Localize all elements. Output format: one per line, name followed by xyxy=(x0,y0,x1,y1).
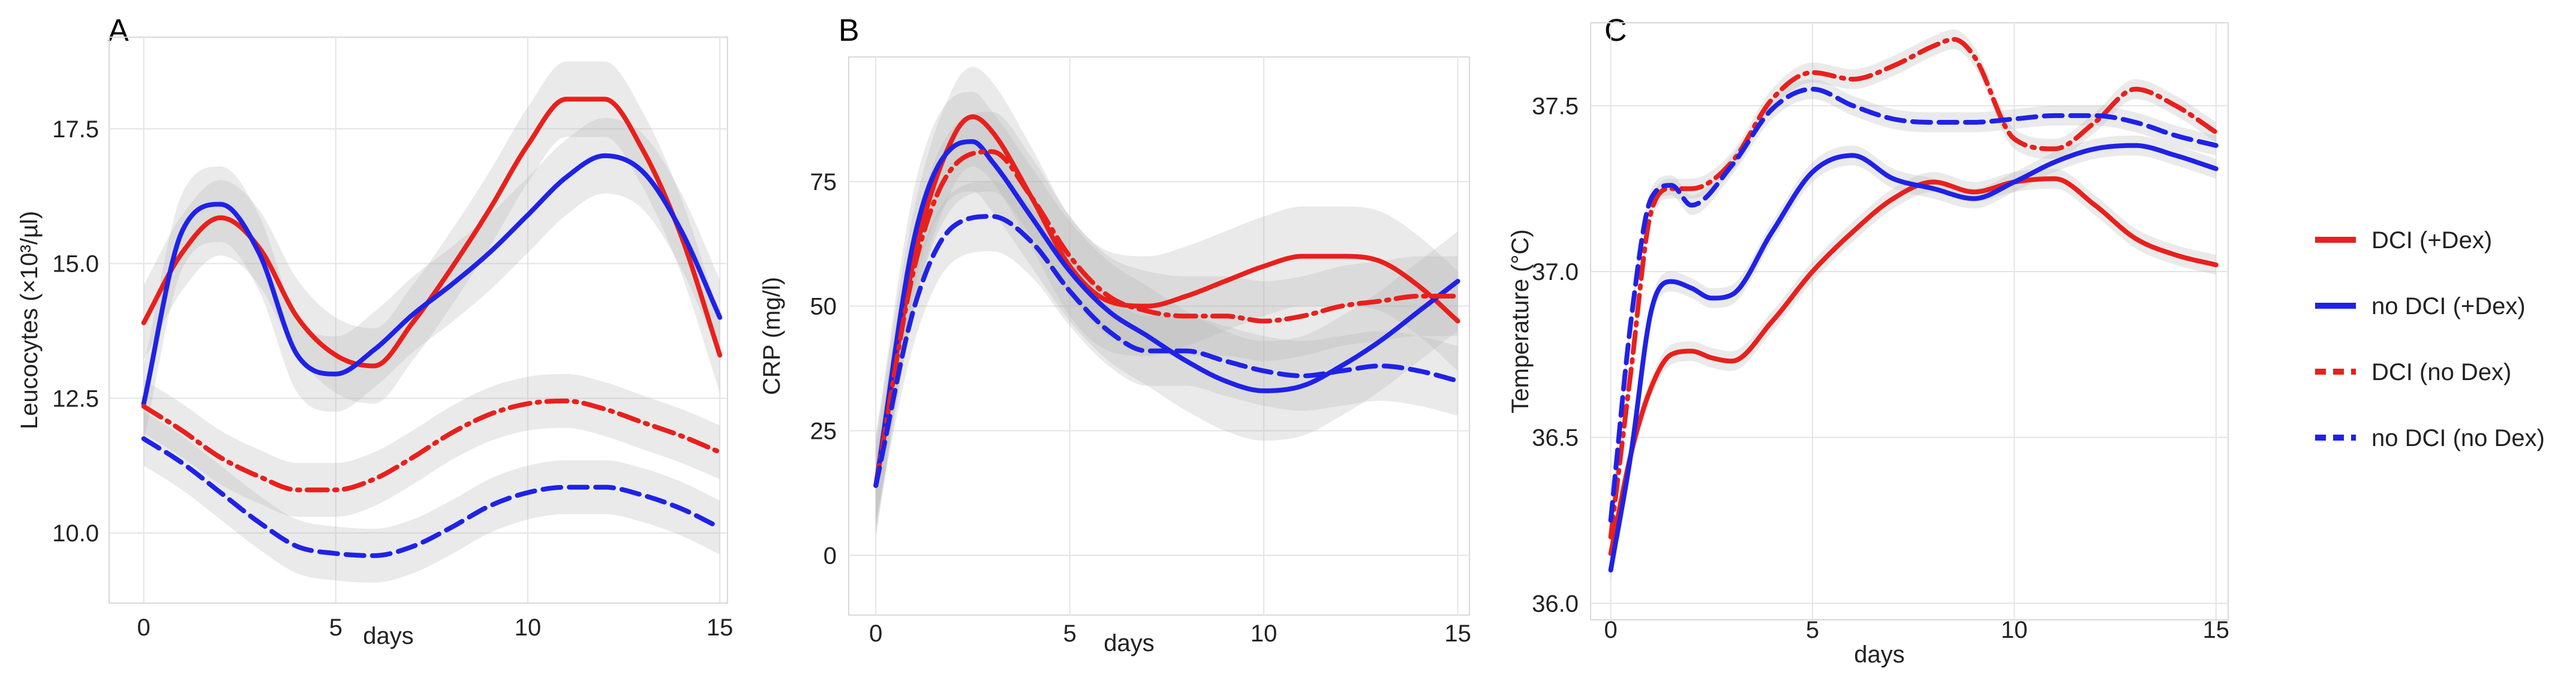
panel-c-ytick-3: 37.5 xyxy=(1532,93,1579,119)
panel-c-lines xyxy=(1608,37,2219,572)
panel-b-ytick-1: 25 xyxy=(810,418,837,444)
panel-a-band-no-dci-dex xyxy=(143,117,720,442)
panel-b-line-no-dci-no-dex xyxy=(873,214,1460,488)
panel-c-line-no-dci-dex xyxy=(1608,143,2219,572)
panel-a-line-dci-no-dex xyxy=(141,398,723,493)
panel-c-frame xyxy=(1590,22,2229,620)
panel-a-ytick-1: 12.5 xyxy=(52,385,99,412)
panel-c: C 0 5 10 15 36.0 36.5 37.0 37.5 days Temperature (… xyxy=(1507,13,2229,668)
legend-label-no-dci-dex: no DCI (+Dex) xyxy=(2371,293,2526,320)
panel-a-ylabel: Leucocytes (×10³/µl) xyxy=(16,211,43,429)
panel-b-ytick-0: 0 xyxy=(823,543,837,569)
panel-a-xlabel: days xyxy=(363,623,414,649)
legend: DCI (+Dex) no DCI (+Dex) DCI (no Dex) no DC… xyxy=(2315,227,2545,451)
panel-c-ytick-2: 37.0 xyxy=(1532,259,1579,285)
panel-a-letter: A xyxy=(108,13,129,48)
panel-a-xtick-5: 5 xyxy=(329,614,342,641)
panel-a-ytick-0: 10.0 xyxy=(52,520,99,547)
panel-a: A 0 5 10 15 10.0 12.5 15.0 17.5 days Leucocytes (×… xyxy=(16,13,733,649)
panel-b: B 0 5 10 15 0 25 50 75 days CRP (mg/l) xyxy=(759,13,1471,656)
panel-b-line-no-dci-dex xyxy=(873,139,1460,488)
panel-a-band-dci-no-dex xyxy=(143,373,720,517)
panel-b-line-dci-no-dex xyxy=(873,149,1460,488)
panel-c-ylabel: Temperature (°C) xyxy=(1507,229,1534,413)
panel-a-xtick-15: 15 xyxy=(707,614,734,641)
panel-a-xtick-0: 0 xyxy=(137,614,151,641)
legend-label-dci-dex: DCI (+Dex) xyxy=(2371,227,2492,254)
panel-b-ytick-2: 50 xyxy=(810,294,837,320)
panel-c-xtick-5: 5 xyxy=(1806,617,1819,643)
panel-c-ytick-0: 36.0 xyxy=(1532,590,1579,617)
panel-b-frame xyxy=(848,56,1470,616)
panel-a-line-no-dci-dex xyxy=(141,153,723,406)
legend-label-dci-no-dex: DCI (no Dex) xyxy=(2371,359,2511,385)
panel-a-ytick-2: 15.0 xyxy=(52,251,99,278)
panel-b-line-dci-dex xyxy=(873,114,1460,488)
panel-a-xtick-10: 10 xyxy=(515,614,542,641)
panel-c-xlabel: days xyxy=(1854,641,1905,668)
panel-b-ylabel: CRP (mg/l) xyxy=(759,277,785,395)
panel-a-band-dci-dex xyxy=(143,61,720,404)
panel-a-line-no-dci-no-dex xyxy=(141,436,723,558)
panel-b-xtick-10: 10 xyxy=(1251,620,1278,647)
legend-label-no-dci-no-dex: no DCI (no Dex) xyxy=(2371,425,2545,451)
panel-c-line-no-dci-no-dex xyxy=(1608,86,2219,523)
panel-b-xtick-0: 0 xyxy=(869,620,882,647)
panel-b-xtick-5: 5 xyxy=(1063,620,1077,647)
panel-b-ytick-3: 75 xyxy=(810,169,837,195)
panel-a-ytick-3: 17.5 xyxy=(52,116,99,143)
panel-a-lines xyxy=(141,97,723,558)
panel-b-band-dci-no-dex xyxy=(876,112,1458,526)
panel-c-xtick-0: 0 xyxy=(1604,617,1618,643)
panel-a-bands xyxy=(143,61,720,583)
panel-b-lines xyxy=(873,114,1460,488)
panel-c-letter: C xyxy=(1604,13,1627,48)
panel-b-letter: B xyxy=(838,13,859,48)
panel-c-band-no-dci-no-dex xyxy=(1610,79,2216,531)
panel-c-band-dci-dex xyxy=(1610,168,2216,564)
panel-a-frame xyxy=(109,37,728,604)
panel-b-xtick-15: 15 xyxy=(1444,620,1471,647)
panel-b-xlabel: days xyxy=(1104,630,1155,656)
panel-c-xtick-15: 15 xyxy=(2203,617,2230,643)
panel-c-xtick-10: 10 xyxy=(2001,617,2028,643)
panel-c-ytick-1: 36.5 xyxy=(1532,425,1579,451)
panel-c-line-dci-no-dex xyxy=(1608,37,2219,540)
panel-c-bands xyxy=(1610,29,2216,580)
panel-c-line-dci-dex xyxy=(1608,176,2219,556)
